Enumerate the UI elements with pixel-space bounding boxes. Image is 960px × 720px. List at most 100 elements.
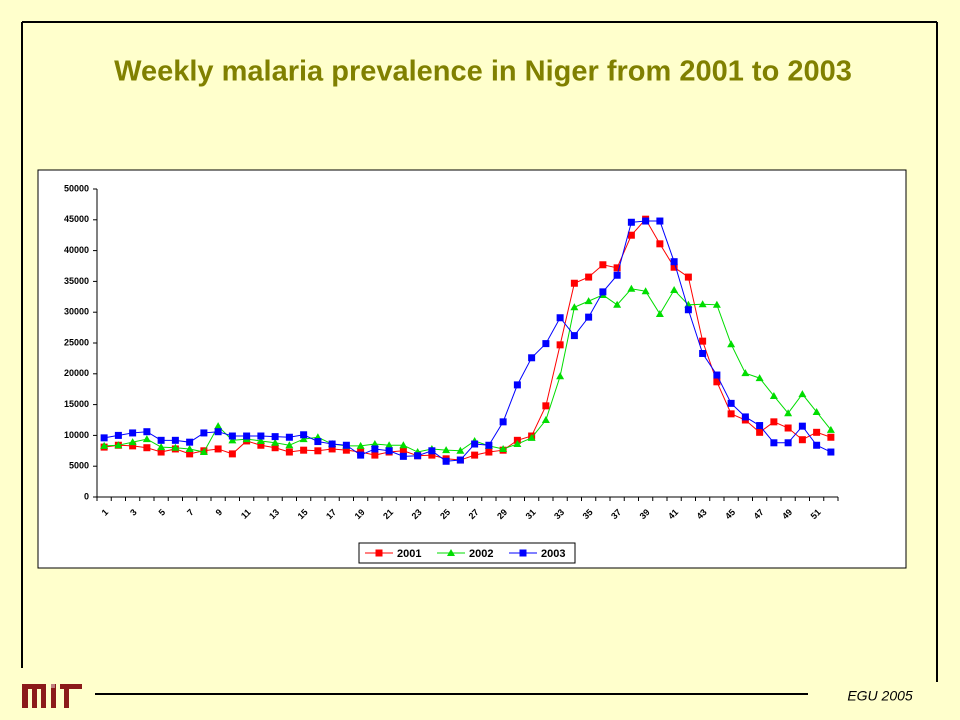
marker [727,410,735,418]
marker [499,418,507,426]
marker [684,273,692,281]
chart-area [37,169,907,569]
marker [442,446,451,454]
marker [655,310,664,318]
x-tick-label: 1 [100,507,111,518]
marker [627,231,635,239]
marker [428,451,436,459]
marker [442,457,450,465]
x-tick-label: 9 [214,507,225,518]
marker [256,436,265,444]
marker [584,297,593,305]
marker [727,399,735,407]
marker [456,446,465,454]
y-tick-label: 10000 [64,430,89,440]
marker [471,451,479,459]
marker [699,349,707,357]
marker [171,443,180,451]
marker [114,431,122,439]
marker [741,369,750,377]
marker [371,451,379,459]
marker [756,422,764,430]
marker [542,402,550,410]
marker [157,443,166,451]
marker [585,313,593,321]
marker [670,286,679,294]
series-line [104,218,832,461]
marker [356,441,365,449]
marker [129,429,137,437]
marker [428,447,436,455]
marker [186,450,194,458]
series-line [104,288,832,453]
marker [129,442,137,450]
marker [556,314,564,322]
y-tick-label: 0 [84,491,89,501]
marker [485,441,493,449]
legend-label: 2002 [469,548,493,560]
marker [798,436,806,444]
marker [827,433,835,441]
marker [257,441,265,449]
marker [186,438,194,446]
marker [385,441,394,449]
marker [257,432,265,440]
marker [342,441,350,449]
legend-label: 2001 [397,548,421,560]
marker [228,432,236,440]
legend [358,542,576,564]
marker [157,448,165,456]
marker [756,428,764,436]
marker [513,381,521,389]
marker [784,424,792,432]
marker [157,436,165,444]
marker [570,279,578,287]
marker [314,438,322,446]
marker [314,447,322,455]
y-tick-label: 15000 [64,399,89,409]
marker [485,448,493,456]
legend-label: 2003 [541,548,565,560]
marker [642,217,650,225]
marker [171,436,179,444]
marker [684,306,692,314]
marker [684,300,693,308]
marker [370,440,379,448]
marker [399,452,407,460]
y-tick-label: 5000 [69,461,89,471]
marker [727,340,736,348]
marker [784,439,792,447]
marker [371,445,379,453]
marker [513,440,522,448]
marker [100,441,109,449]
footer: EGU 2005 [847,688,913,704]
marker [357,451,365,459]
marker [271,444,279,452]
marker [627,284,636,292]
marker [456,456,464,464]
marker [142,435,151,443]
marker [342,446,350,454]
y-tick-label: 30000 [64,307,89,317]
marker [328,445,336,453]
marker [471,440,479,448]
marker [100,434,108,442]
x-tick-label: 5 [157,507,168,518]
marker [299,435,308,443]
marker [613,264,621,272]
marker [670,258,678,266]
marker [698,300,707,308]
marker [300,446,308,454]
y-tick-label: 50000 [64,183,89,193]
marker [827,448,835,456]
marker [143,428,151,436]
marker [656,240,664,248]
marker [228,450,236,458]
marker [399,447,407,455]
marker [812,407,821,415]
marker [527,433,536,441]
marker [199,448,208,456]
marker [556,372,565,380]
marker [541,416,550,423]
